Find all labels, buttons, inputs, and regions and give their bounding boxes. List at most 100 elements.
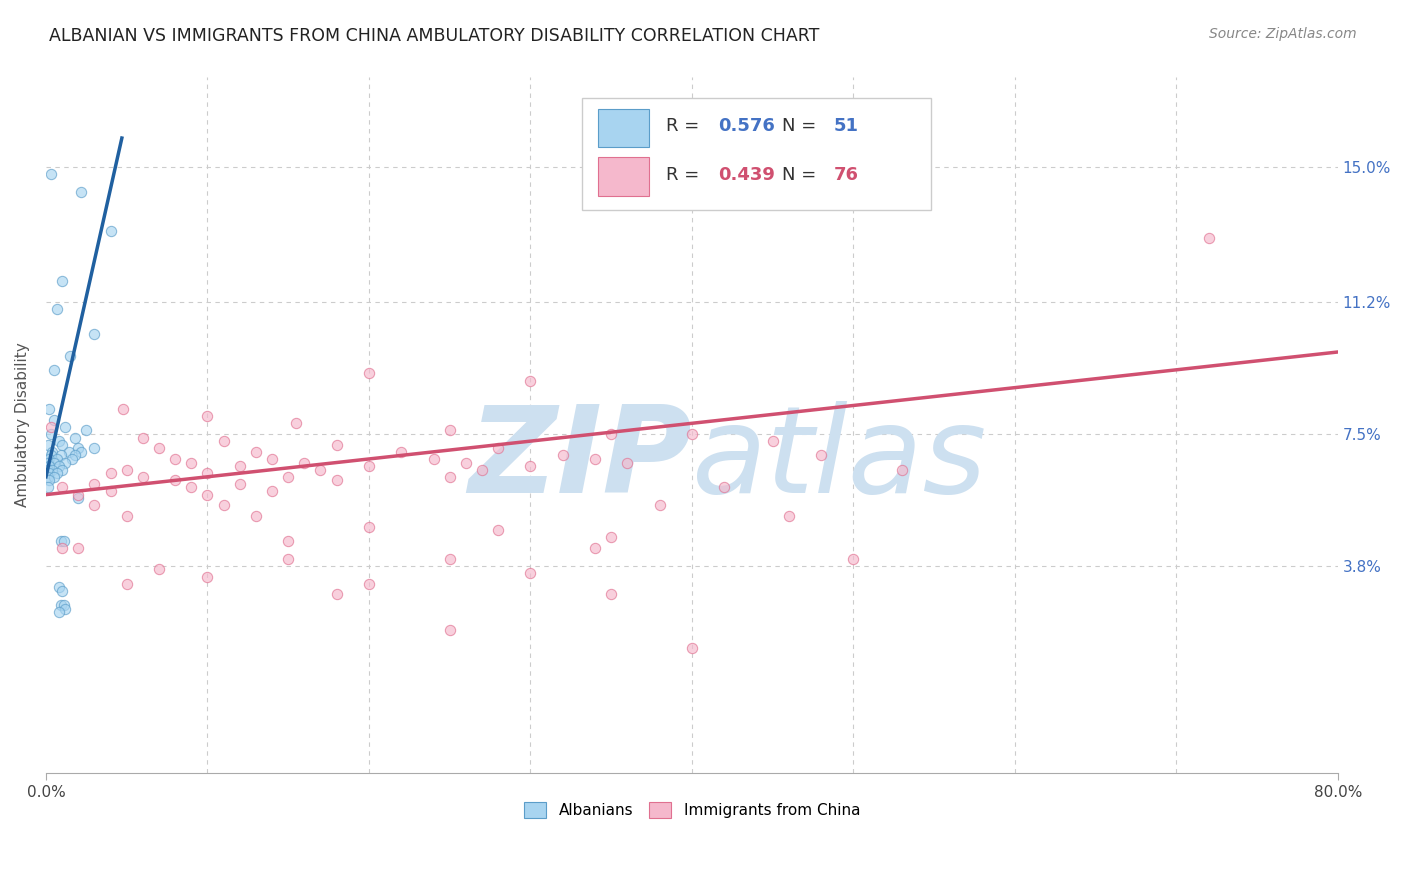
Point [212, 498, 235, 512]
Point [58, 445, 80, 459]
Text: ZIP: ZIP [468, 401, 692, 518]
Point [842, 551, 865, 566]
Point [778, 508, 800, 523]
Point [583, 452, 606, 467]
Point [486, 442, 509, 456]
Point [148, 442, 170, 456]
Point [60, 452, 83, 467]
Point [42, 470, 65, 484]
Point [37, 456, 59, 470]
Point [37, 438, 59, 452]
Point [519, 566, 541, 580]
Point [48, 434, 70, 449]
Point [63, 431, 86, 445]
Point [51, 481, 73, 495]
Point [46, 467, 69, 481]
Point [115, 576, 138, 591]
Point [37, 463, 59, 477]
Point [260, 452, 283, 467]
Point [260, 484, 283, 499]
Point [810, 449, 832, 463]
Text: Source: ZipAtlas.com: Source: ZipAtlas.com [1209, 27, 1357, 41]
Point [42, 456, 65, 470]
Point [648, 498, 671, 512]
Point [389, 445, 412, 459]
Point [486, 523, 509, 537]
Point [439, 470, 461, 484]
Point [70, 185, 93, 199]
Point [422, 452, 444, 467]
Point [51, 583, 73, 598]
Point [551, 449, 574, 463]
FancyBboxPatch shape [598, 157, 650, 195]
Point [37, 470, 59, 484]
Point [197, 467, 219, 481]
Point [39, 427, 62, 442]
Point [38, 459, 60, 474]
Point [39, 420, 62, 434]
Point [245, 445, 267, 459]
Point [100, 224, 122, 238]
Point [48, 459, 70, 474]
Point [439, 424, 461, 438]
Point [39, 167, 62, 181]
Point [325, 474, 347, 488]
Point [132, 470, 155, 484]
Point [600, 530, 623, 544]
Point [277, 470, 299, 484]
FancyBboxPatch shape [598, 109, 650, 147]
Point [713, 481, 735, 495]
Point [148, 562, 170, 576]
Point [277, 533, 299, 548]
Point [48, 580, 70, 594]
Point [37, 481, 59, 495]
Point [38, 452, 60, 467]
Point [52, 598, 75, 612]
Point [100, 467, 122, 481]
Point [681, 427, 703, 442]
Point [42, 413, 65, 427]
Point [165, 452, 187, 467]
Point [762, 434, 785, 449]
Point [75, 424, 97, 438]
Point [471, 463, 494, 477]
Point [1198, 231, 1220, 245]
Point [890, 463, 912, 477]
Legend: Albanians, Immigrants from China: Albanians, Immigrants from China [517, 796, 866, 824]
Point [165, 474, 187, 488]
Text: 76: 76 [834, 166, 859, 184]
Point [454, 456, 477, 470]
Point [357, 576, 380, 591]
Point [48, 605, 70, 619]
Point [51, 438, 73, 452]
Point [41, 463, 63, 477]
Point [53, 601, 76, 615]
Point [67, 491, 90, 506]
Point [100, 484, 122, 499]
Point [583, 541, 606, 555]
Point [681, 640, 703, 655]
Point [325, 438, 347, 452]
Y-axis label: Ambulatory Disability: Ambulatory Disability [15, 343, 30, 508]
Point [616, 456, 638, 470]
Point [49, 449, 72, 463]
Point [83, 442, 105, 456]
Point [38, 402, 60, 417]
Point [49, 533, 72, 548]
Point [38, 467, 60, 481]
Point [51, 541, 73, 555]
Text: R =: R = [666, 166, 704, 184]
Point [39, 449, 62, 463]
Point [600, 587, 623, 601]
Point [357, 519, 380, 533]
Point [519, 374, 541, 388]
Point [292, 456, 315, 470]
Point [52, 533, 75, 548]
Point [70, 445, 93, 459]
Point [285, 417, 308, 431]
Point [42, 363, 65, 377]
Point [83, 477, 105, 491]
Point [357, 459, 380, 474]
Point [115, 463, 138, 477]
Point [229, 477, 252, 491]
